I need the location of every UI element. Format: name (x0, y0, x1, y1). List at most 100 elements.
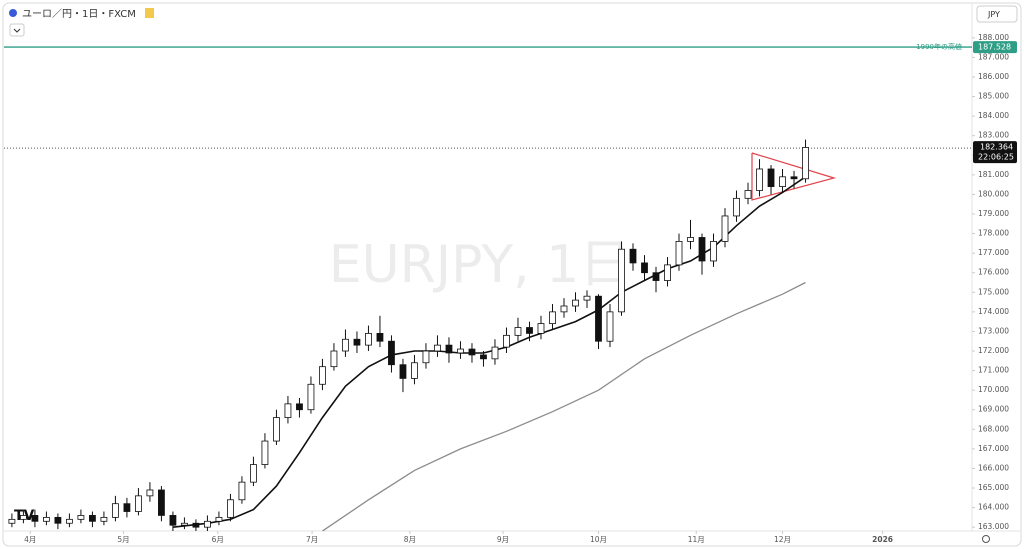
candle-body (342, 338, 349, 352)
candle-body (307, 383, 315, 411)
candle-body (31, 515, 39, 522)
high-line-tag (973, 41, 1017, 54)
candle-body (445, 344, 453, 354)
y-tick-label: 166.000 (978, 463, 1009, 472)
candle-body (721, 215, 729, 242)
candle-body (526, 327, 533, 334)
x-tick-label: 9月 (497, 535, 509, 544)
x-tick-label: 7月 (306, 535, 318, 544)
candle-body (675, 240, 683, 266)
y-tick-label: 168.000 (978, 424, 1009, 433)
candle-body (296, 403, 303, 411)
candle-body (583, 295, 591, 301)
candle-body (330, 350, 338, 368)
candle-body (802, 147, 809, 180)
currency: JPY (987, 10, 1000, 19)
x-tick-label: 6月 (212, 535, 224, 544)
candle-body (514, 327, 522, 336)
candle-body (756, 168, 763, 191)
x-tick-label: 8月 (404, 535, 416, 544)
collapse-button[interactable] (9, 23, 25, 37)
high-line-text: 1990年の高値 (916, 42, 962, 51)
settings-icon[interactable] (982, 535, 990, 543)
y-tick-label: 164.000 (978, 503, 1009, 512)
candle-body (66, 518, 73, 524)
high-line-label: 187.528 (978, 43, 1011, 52)
y-tick-label: 175.000 (978, 287, 1009, 296)
last-price-time: 22:06:25 (978, 153, 1014, 162)
candle-body (779, 176, 786, 187)
y-tick-label: 174.000 (978, 307, 1009, 316)
candle-body (641, 262, 648, 274)
candle-body (54, 516, 62, 524)
candle-body (204, 520, 211, 528)
candle-body (353, 338, 361, 346)
candle-body (537, 323, 545, 334)
y-tick-label: 171.000 (978, 366, 1009, 375)
last-price-tag (973, 141, 1017, 164)
candle-body (595, 295, 602, 342)
candle-body (606, 311, 614, 342)
y-tick-label: 185.000 (978, 92, 1009, 101)
candle-body (158, 489, 165, 516)
candle-body (123, 503, 131, 512)
candle-body (422, 350, 430, 364)
candle-body (618, 248, 625, 313)
candle-body (480, 354, 487, 360)
candle-body (215, 516, 223, 522)
candle-body (169, 515, 177, 526)
y-tick-label: 177.000 (978, 248, 1009, 257)
candle-body (503, 334, 510, 348)
candle-body (744, 190, 752, 199)
candle-body (549, 311, 556, 325)
candle-body (687, 237, 694, 242)
candle-body (376, 332, 384, 342)
candle-body (560, 305, 568, 313)
y-tick-label: 163.000 (978, 522, 1009, 531)
candle-body (411, 362, 418, 379)
candle-body (20, 515, 27, 520)
x-tick-label: 11月 (688, 535, 705, 544)
y-tick-label: 167.000 (978, 444, 1009, 453)
currency-button[interactable] (976, 5, 1018, 23)
y-tick-label: 173.000 (978, 326, 1009, 335)
candle-body (399, 364, 407, 379)
y-tick-label: 178.000 (978, 229, 1009, 238)
x-tick-label: 12月 (774, 535, 791, 544)
candle-body (227, 499, 234, 518)
y-tick-label: 181.000 (978, 170, 1009, 179)
y-tick-label: 172.000 (978, 346, 1009, 355)
candle-body (698, 237, 706, 262)
plot (4, 46, 972, 531)
symbol-title[interactable]: ユーロ／円・1日・FXCM (22, 8, 136, 20)
x-tick-label: 2026 (872, 535, 893, 544)
chevron (13, 28, 21, 33)
candle-body (457, 348, 464, 354)
candle-body (89, 515, 96, 522)
y-tick-label: 165.000 (978, 483, 1009, 492)
candle-body (192, 522, 200, 528)
candle-body (112, 503, 119, 518)
candle-body (365, 332, 372, 346)
candle-body (77, 515, 85, 520)
candle-body (629, 248, 637, 264)
last-price-label: 182.364 (980, 143, 1013, 152)
y-tick-label: 188.000 (978, 33, 1009, 42)
candle-body (468, 348, 476, 356)
candle-body (8, 518, 16, 524)
candle-body (100, 516, 108, 522)
candle-body (319, 366, 326, 385)
y-tick-label: 169.000 (978, 405, 1009, 414)
candle-body (43, 516, 50, 522)
watermark: EURJPY, 1日 (329, 235, 632, 295)
candle-body (135, 495, 142, 512)
candle-body (238, 481, 246, 501)
flag-icon (9, 9, 17, 17)
candle-body (491, 346, 499, 360)
moving-average (322, 281, 806, 531)
flag-badge (145, 8, 154, 18)
candle-body (250, 464, 257, 483)
